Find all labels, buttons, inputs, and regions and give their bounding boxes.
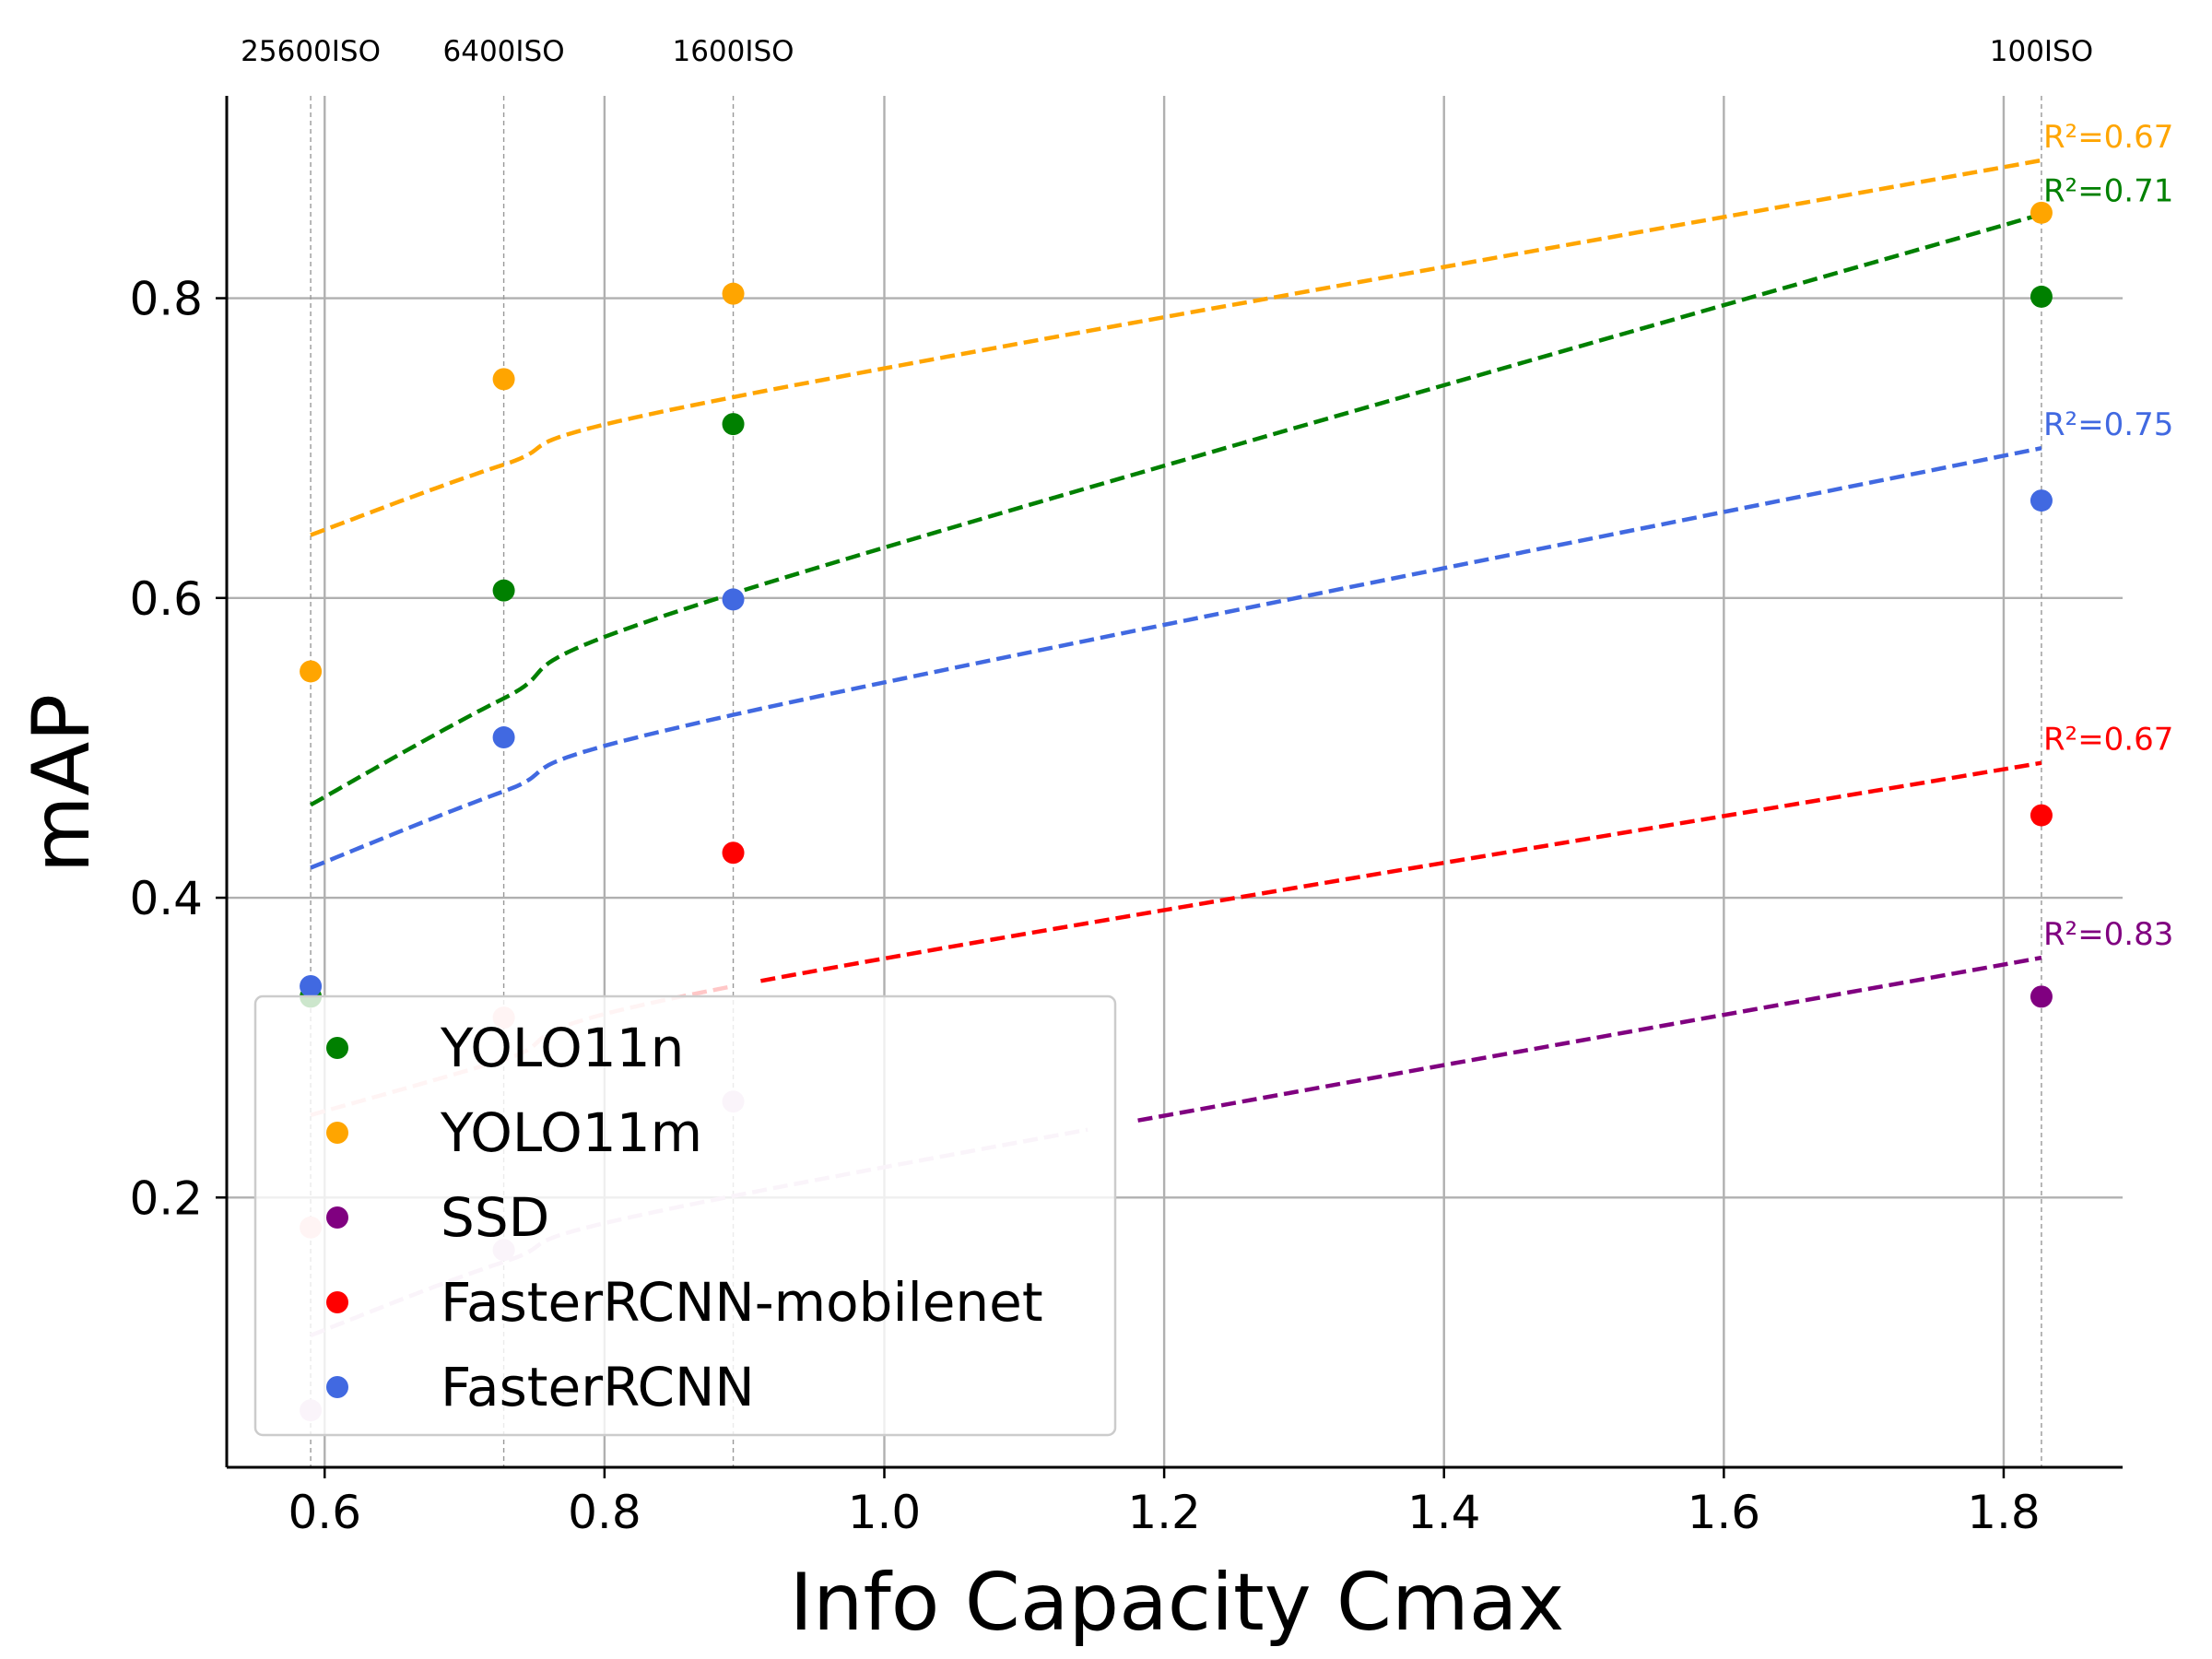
x-tick-label-6: 1.8 — [1967, 1486, 2041, 1539]
legend-marker-2 — [326, 1206, 348, 1229]
x-axis-title: Info Capacity Cmax — [790, 1557, 1565, 1649]
iso-label-2: 1600ISO — [672, 35, 794, 68]
iso-label-1: 6400ISO — [443, 35, 565, 68]
r2-label-0: R²=0.71 — [2043, 172, 2173, 209]
fit-line-4 — [310, 445, 2042, 870]
y-tick-label-1: 0.4 — [129, 872, 203, 925]
legend-label-1: YOLO11m — [440, 1101, 702, 1164]
x-tick-label-3: 1.2 — [1127, 1486, 1201, 1539]
r2-label-1: R²=0.67 — [2043, 119, 2173, 156]
r2-labels: R²=0.71 R²=0.67 R²=0.83 R²=0.67 R²=0.75 — [2043, 119, 2173, 953]
legend-label-4: FasterRCNN — [441, 1356, 755, 1418]
y-tick-label-0: 0.2 — [129, 1171, 203, 1225]
legend: YOLO11n YOLO11m SSD FasterRCNN-mobilenet Fas… — [253, 994, 1117, 1437]
fit-line-0 — [310, 212, 2042, 807]
legend-label-0: YOLO11n — [440, 1017, 684, 1079]
data-point-1-2 — [722, 282, 745, 305]
data-point-1-0 — [300, 660, 323, 683]
r2-label-2: R²=0.83 — [2043, 916, 2173, 953]
fit-line-2 — [1137, 955, 2042, 1123]
legend-marker-0 — [326, 1037, 348, 1059]
legend-label-2: SSD — [441, 1186, 549, 1249]
legend-box — [253, 994, 1117, 1437]
legend-label-3: FasterRCNN-mobilenet — [441, 1271, 1043, 1334]
y-axis-title: mAP — [16, 694, 108, 873]
legend-marker-1 — [326, 1122, 348, 1144]
tick-labels: 0.6 0.8 1.0 1.2 1.4 1.6 1.8 0.2 0.4 0.6 0.8 — [129, 273, 2040, 1539]
x-tick-label-1: 0.8 — [568, 1486, 641, 1539]
grid — [227, 96, 2123, 1467]
legend-marker-3 — [326, 1291, 348, 1313]
data-point-0-1 — [492, 579, 515, 602]
legend-marker-4 — [326, 1376, 348, 1398]
x-tick-label-0: 0.6 — [288, 1486, 362, 1539]
fit-line-1 — [310, 158, 2042, 537]
x-tick-label-2: 1.0 — [848, 1486, 922, 1539]
data-point-1-1 — [492, 368, 515, 391]
data-point-4-2 — [722, 588, 745, 611]
iso-label-3: 100ISO — [1990, 35, 2093, 68]
x-tick-label-5: 1.6 — [1688, 1486, 1761, 1539]
y-tick-label-2: 0.6 — [129, 572, 203, 626]
r2-label-3: R²=0.67 — [2043, 722, 2173, 759]
data-point-1-3 — [2030, 201, 2053, 224]
data-point-4-0 — [300, 974, 323, 997]
fit-line-3 — [759, 760, 2042, 983]
data-point-3-2 — [722, 841, 745, 865]
x-tick-label-4: 1.4 — [1407, 1486, 1481, 1539]
axes — [225, 96, 2123, 1469]
iso-labels: 25600ISO 6400ISO 1600ISO 100ISO — [241, 35, 2093, 68]
data-point-2-3 — [2030, 985, 2053, 1008]
iso-label-0: 25600ISO — [241, 35, 381, 68]
data-point-0-3 — [2030, 285, 2053, 308]
data-point-4-3 — [2030, 489, 2053, 512]
data-point-0-2 — [722, 413, 745, 436]
data-point-3-3 — [2030, 804, 2053, 827]
y-tick-label-3: 0.8 — [129, 273, 203, 326]
iso-lines — [310, 96, 2042, 1467]
data-point-4-1 — [492, 726, 515, 749]
r2-label-4: R²=0.75 — [2043, 406, 2173, 443]
